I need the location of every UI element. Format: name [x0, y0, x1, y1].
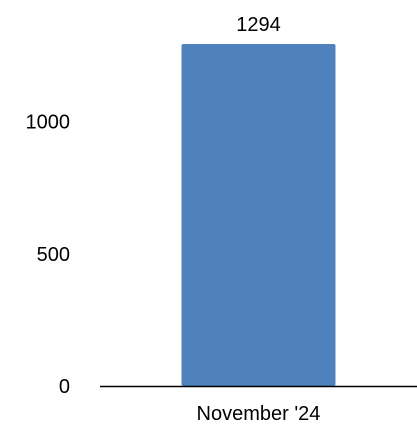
data-labels: 1294: [236, 14, 281, 36]
bar-value-label: 1294: [236, 14, 281, 36]
y-tick-label: 1000: [26, 112, 71, 134]
y-tick-label: 500: [37, 244, 70, 266]
y-axis-ticks: 0 500 1000: [26, 112, 71, 398]
x-category-label: November '24: [197, 403, 321, 425]
y-tick-label: 0: [59, 376, 70, 398]
bars: [181, 44, 336, 386]
bar: [181, 44, 336, 386]
x-axis-categories: November '24: [197, 403, 321, 425]
